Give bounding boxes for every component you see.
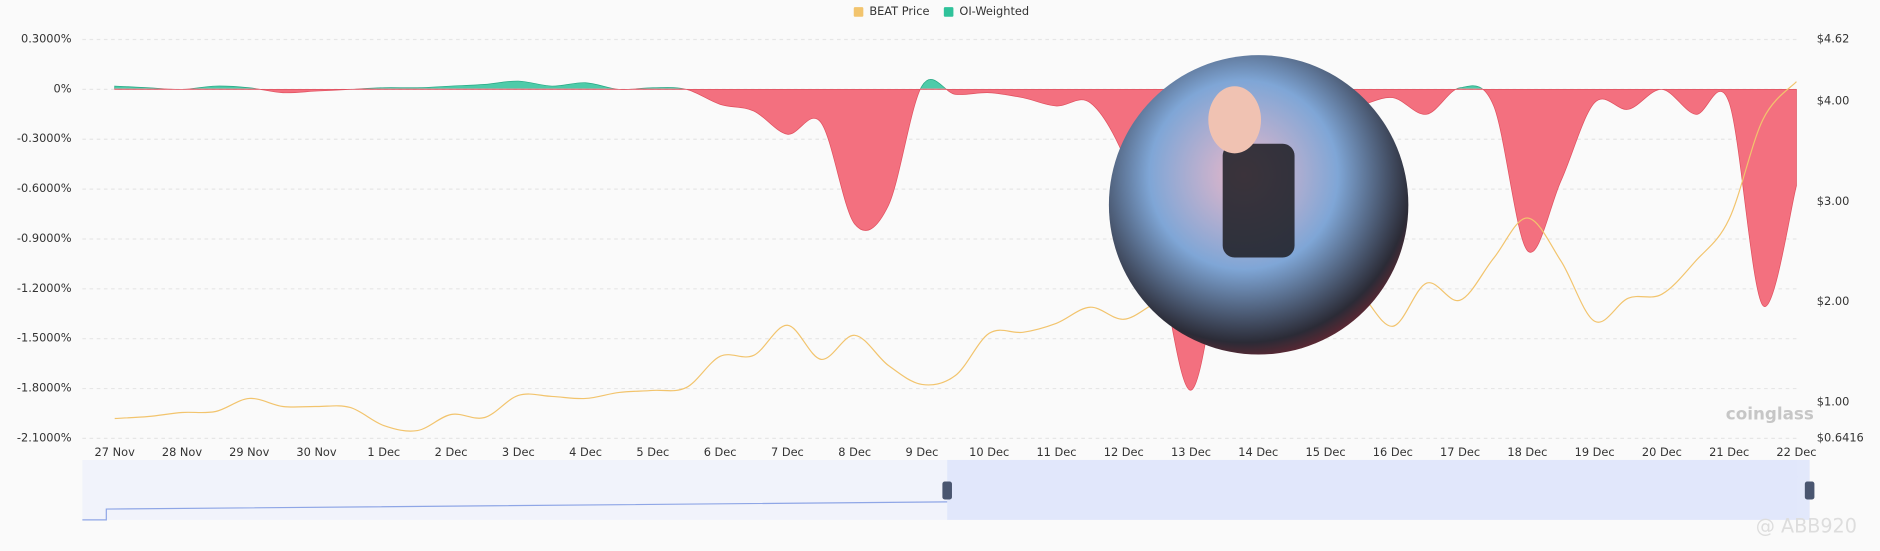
price-line bbox=[114, 81, 1797, 432]
navigator bbox=[82, 459, 1815, 521]
legend-label: OI-Weighted bbox=[959, 4, 1029, 18]
y-tick-label: -1.5000% bbox=[17, 331, 72, 345]
y2-tick-label: $1.00 bbox=[1817, 394, 1850, 408]
y2-tick-label: $2.00 bbox=[1817, 294, 1850, 308]
x-tick-label: 20 Dec bbox=[1642, 445, 1682, 459]
x-tick-label: 6 Dec bbox=[704, 445, 737, 459]
legend-swatch bbox=[853, 7, 864, 17]
x-tick-label: 4 Dec bbox=[569, 445, 602, 459]
y-tick-label: -1.8000% bbox=[17, 381, 72, 395]
y-tick-label: 0% bbox=[54, 81, 72, 95]
x-tick-label: 7 Dec bbox=[771, 445, 804, 459]
x-tick-label: 28 Nov bbox=[162, 445, 203, 459]
x-tick-label: 12 Dec bbox=[1104, 445, 1144, 459]
funding-area-positive bbox=[114, 79, 1483, 89]
x-tick-label: 11 Dec bbox=[1036, 445, 1076, 459]
x-tick-label: 19 Dec bbox=[1575, 445, 1615, 459]
watermark: @ ABB920 bbox=[1756, 515, 1857, 538]
x-tick-label: 16 Dec bbox=[1373, 445, 1413, 459]
x-tick-label: 30 Nov bbox=[296, 445, 337, 459]
x-tick-label: 17 Dec bbox=[1440, 445, 1480, 459]
x-tick-label: 2 Dec bbox=[435, 445, 468, 459]
x-tick-label: 8 Dec bbox=[838, 445, 871, 459]
x-tick-label: 27 Nov bbox=[95, 445, 136, 459]
legend-label: BEAT Price bbox=[869, 4, 929, 18]
watermark: coinglass bbox=[1726, 403, 1814, 423]
y2-tick-label: $3.00 bbox=[1817, 194, 1850, 208]
funding-area-negative bbox=[114, 88, 1797, 391]
x-tick-label: 3 Dec bbox=[502, 445, 535, 459]
x-tick-label: 22 Dec bbox=[1776, 445, 1816, 459]
legend-swatch bbox=[943, 7, 954, 17]
x-tick-label: 10 Dec bbox=[969, 445, 1009, 459]
x-tick-label: 18 Dec bbox=[1507, 445, 1547, 459]
y-tick-label: -0.9000% bbox=[17, 231, 72, 245]
photo-overlay bbox=[1108, 55, 1409, 355]
x-tick-label: 29 Nov bbox=[229, 445, 270, 459]
y-tick-label: 0.3000% bbox=[21, 32, 72, 46]
x-tick-label: 9 Dec bbox=[906, 445, 939, 459]
y-tick-label: -2.1000% bbox=[17, 430, 72, 444]
x-tick-label: 5 Dec bbox=[636, 445, 669, 459]
y-tick-label: -1.2000% bbox=[17, 281, 72, 295]
y2-tick-label: $0.6416 bbox=[1817, 430, 1864, 444]
x-tick-label: 21 Dec bbox=[1709, 445, 1749, 459]
y-tick-label: -0.3000% bbox=[17, 131, 72, 145]
x-tick-label: 13 Dec bbox=[1171, 445, 1211, 459]
x-tick-label: 14 Dec bbox=[1238, 445, 1278, 459]
x-tick-label: 15 Dec bbox=[1306, 445, 1346, 459]
y-tick-label: -0.6000% bbox=[17, 181, 72, 195]
y2-tick-label: $4.00 bbox=[1817, 94, 1850, 108]
x-tick-label: 1 Dec bbox=[367, 445, 400, 459]
y2-tick-label: $4.62 bbox=[1817, 32, 1850, 46]
